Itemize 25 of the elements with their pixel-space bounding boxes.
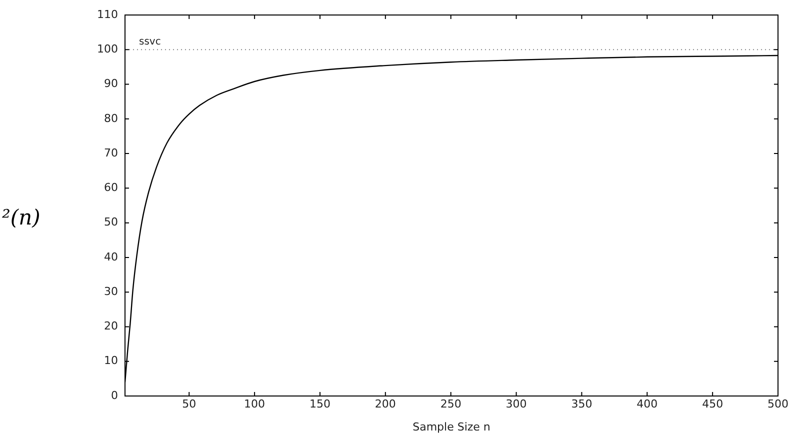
y-tick-label: 50 [104, 216, 118, 229]
y-tick-label: 40 [104, 250, 118, 264]
y-axis-title: ²(n) [2, 205, 40, 230]
x-tick-label: 50 [182, 397, 196, 410]
x-tick-label: 100 [244, 397, 266, 410]
x-tick-label: 450 [702, 397, 724, 410]
x-tick-label: 150 [309, 397, 330, 410]
x-tick-label: 400 [636, 397, 658, 410]
y-tick-label: 70 [104, 146, 118, 160]
y-tick-label: 10 [104, 354, 118, 368]
y-tick-label: 30 [104, 284, 118, 298]
y-tick-label: 90 [104, 77, 118, 90]
ref-line-label: ssvc [139, 36, 161, 48]
y-tick-label: 100 [97, 42, 118, 56]
x-axis-title: Sample Size n [412, 420, 490, 434]
y-tick-label: 60 [104, 181, 118, 194]
y-tick-label: 20 [104, 320, 118, 333]
x-tick-label: 350 [571, 397, 592, 410]
x-tick-label: 200 [374, 397, 396, 410]
y-tick-label: 80 [104, 112, 118, 125]
x-tick-label: 500 [768, 397, 788, 410]
y-tick-label: 110 [97, 8, 118, 21]
x-tick-label: 300 [506, 397, 527, 410]
y-tick-label: 0 [111, 388, 118, 402]
x-tick-label: 250 [440, 397, 462, 410]
